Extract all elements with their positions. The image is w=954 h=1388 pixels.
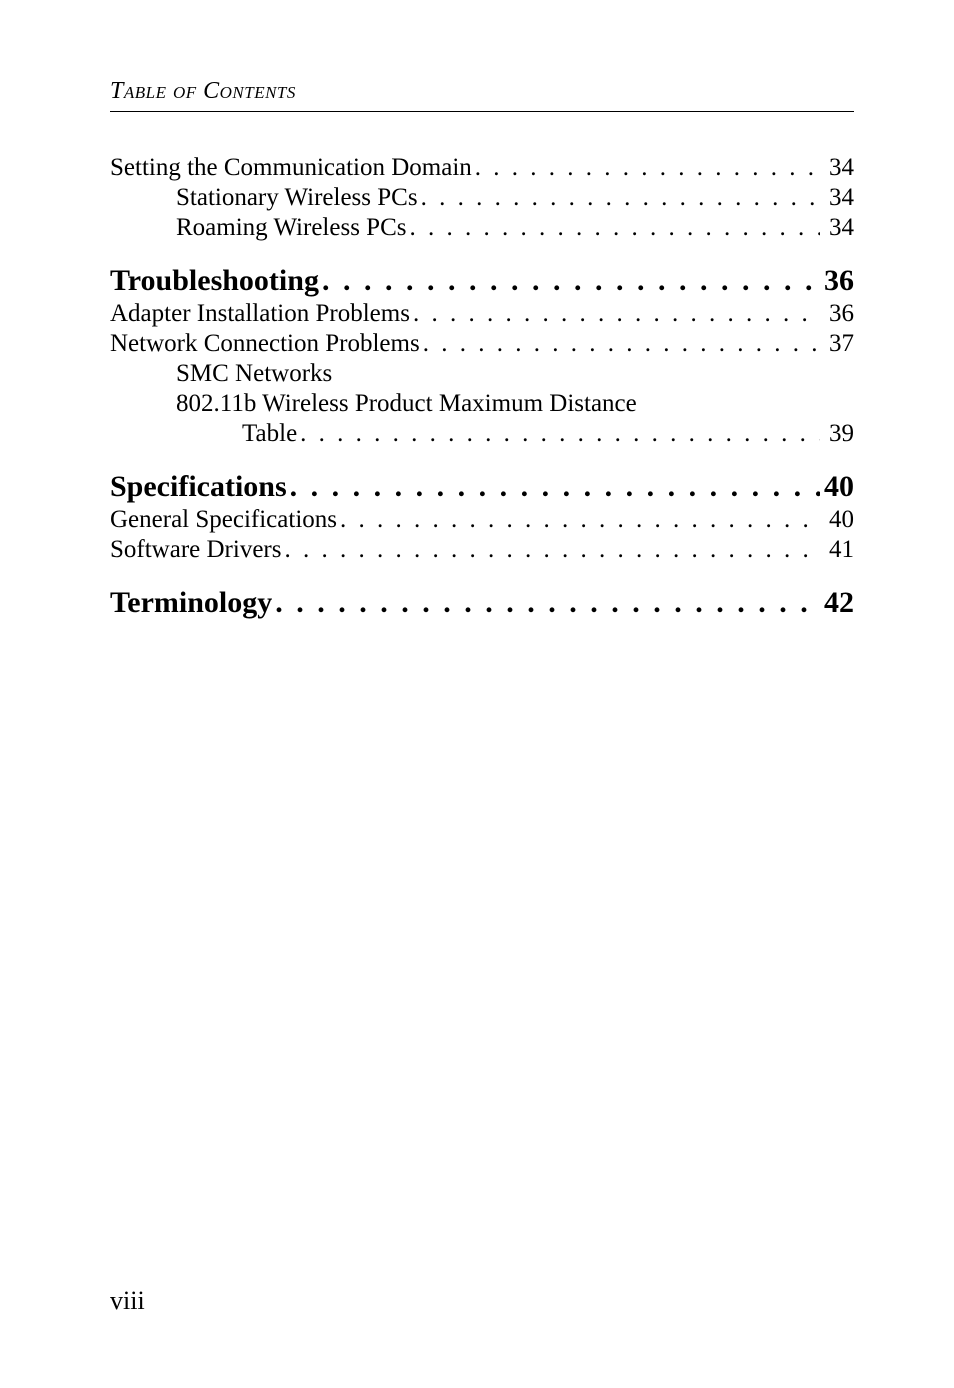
toc-label: SMC Networks: [176, 360, 332, 388]
toc-section: Specifications 40: [110, 470, 854, 504]
toc-entry: SMC Networks: [110, 360, 854, 388]
toc-entry: Adapter Installation Problems 36: [110, 300, 854, 328]
page: Table of Contents Setting the Communicat…: [0, 0, 954, 1388]
toc-entry: General Specifications 40: [110, 506, 854, 534]
toc-label: Software Drivers: [110, 536, 281, 564]
toc-page: 39: [820, 420, 854, 448]
toc-label: Table: [242, 420, 297, 448]
toc-leader: [337, 506, 820, 534]
toc-label: Roaming Wireless PCs: [176, 214, 406, 242]
toc-leader: [410, 300, 820, 328]
running-head: Table of Contents: [110, 78, 854, 105]
toc-leader: [420, 330, 820, 358]
toc-section: Terminology 42: [110, 586, 854, 620]
toc-leader: [272, 586, 820, 620]
toc-page: 34: [820, 214, 854, 242]
toc-page: 36: [820, 300, 854, 328]
table-of-contents: Setting the Communication Domain 34 Stat…: [110, 154, 854, 620]
toc-label: Adapter Installation Problems: [110, 300, 410, 328]
toc-page: 40: [820, 470, 854, 504]
toc-leader: [281, 536, 820, 564]
toc-page: 42: [820, 586, 854, 620]
page-number: viii: [110, 1286, 145, 1316]
header-rule: [110, 111, 854, 112]
toc-entry: Stationary Wireless PCs 34: [110, 184, 854, 212]
toc-entry: 802.11b Wireless Product Maximum Distanc…: [110, 390, 854, 418]
toc-entry: Network Connection Problems 37: [110, 330, 854, 358]
toc-label: Troubleshooting: [110, 264, 319, 298]
toc-label: 802.11b Wireless Product Maximum Distanc…: [176, 390, 637, 418]
toc-leader: [406, 214, 820, 242]
toc-page: 37: [820, 330, 854, 358]
toc-label: Specifications: [110, 470, 287, 504]
toc-label: Network Connection Problems: [110, 330, 420, 358]
toc-leader: [472, 154, 820, 182]
toc-entry: Software Drivers 41: [110, 536, 854, 564]
toc-label: General Specifications: [110, 506, 337, 534]
toc-label: Setting the Communication Domain: [110, 154, 472, 182]
toc-leader: [319, 264, 820, 298]
toc-entry: Table 39: [110, 420, 854, 448]
toc-leader: [287, 470, 820, 504]
toc-label: Stationary Wireless PCs: [176, 184, 418, 212]
toc-page: 34: [820, 184, 854, 212]
toc-leader: [297, 420, 820, 448]
toc-leader: [418, 184, 820, 212]
toc-page: 40: [820, 506, 854, 534]
toc-page: 34: [820, 154, 854, 182]
toc-page: 41: [820, 536, 854, 564]
toc-entry: Setting the Communication Domain 34: [110, 154, 854, 182]
toc-entry: Roaming Wireless PCs 34: [110, 214, 854, 242]
toc-page: 36: [820, 264, 854, 298]
toc-section: Troubleshooting 36: [110, 264, 854, 298]
toc-label: Terminology: [110, 586, 272, 620]
